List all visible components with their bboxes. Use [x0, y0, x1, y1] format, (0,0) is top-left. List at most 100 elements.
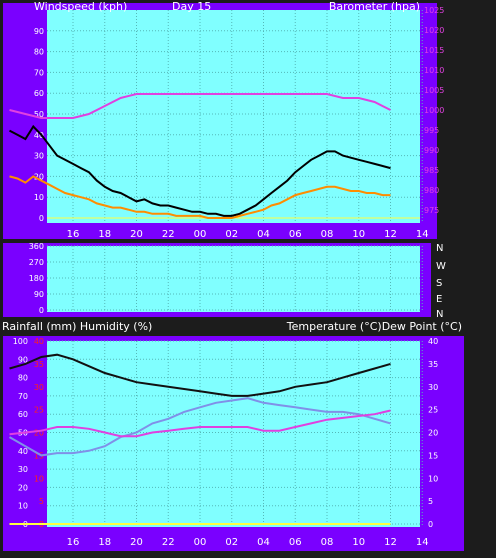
compass-label: E: [436, 294, 442, 305]
wind-speed-tick: 20: [34, 172, 44, 181]
wind-time-tick: 12: [384, 229, 397, 240]
wind-speed-tick: 40: [34, 131, 44, 140]
barometer-axis: 975 980 985 990 995 1000 1005 1010 1015 1020 1025: [424, 6, 444, 215]
wind-gust-series: [9, 124, 391, 217]
rainfall-tick: 40: [34, 337, 44, 346]
wind-plot-area: [47, 10, 420, 223]
windspeed-title: Windspeed (kph): [34, 0, 127, 13]
rainfall-tick: 35: [34, 360, 44, 369]
temp-time-tick: 04: [257, 537, 270, 548]
rainfall-tick: 25: [34, 406, 44, 415]
barometer-tick: 1015: [424, 46, 444, 55]
temperature-tick: 25: [428, 406, 438, 415]
compass-label: W: [436, 261, 446, 272]
temp-time-tick: 12: [384, 537, 397, 548]
temperature-tick: 10: [428, 474, 438, 483]
wind-speed-axis: 0 10 20 30 40 50 60 70 80 90: [34, 27, 44, 223]
temperature-tick: 0: [428, 520, 433, 529]
humidity-tick: 60: [18, 410, 28, 419]
humidity-tick: 80: [18, 374, 28, 383]
wind-speed-tick: 10: [34, 193, 44, 202]
humidity-tick: 20: [18, 483, 28, 492]
compass-label: N: [436, 243, 443, 254]
temp-time-tick: 22: [162, 537, 175, 548]
wind-time-tick: 20: [130, 229, 143, 240]
wind-time-tick: 16: [67, 229, 80, 240]
temp-plot-area: [47, 341, 420, 527]
wind-time-tick: 02: [225, 229, 238, 240]
barometer-tick: 1005: [424, 86, 444, 95]
wind-speed-tick: 70: [34, 68, 44, 77]
temp-time-tick: 02: [225, 537, 238, 548]
barometer-tick: 1020: [424, 26, 444, 35]
direction-degree-tick: 360: [29, 242, 44, 251]
barometer-series: [9, 93, 391, 119]
humidity-tick: 100: [13, 337, 28, 346]
temperature-tick: 30: [428, 383, 438, 392]
temp-time-axis: 16 18 20 22 00 02 04 06 08 10 12 14: [67, 537, 429, 548]
wind-speed-tick: 60: [34, 89, 44, 98]
temp-time-tick: 14: [416, 537, 429, 548]
dew-point-series: [9, 397, 391, 457]
wind-time-tick: 08: [321, 229, 334, 240]
temp-series: [9, 353, 391, 525]
barometer-tick: 995: [424, 126, 439, 135]
wind-speed-tick: 90: [34, 27, 44, 36]
rainfall-tick: 20: [34, 429, 44, 438]
humidity-tick: 10: [18, 502, 28, 511]
barometer-tick: 1000: [424, 106, 444, 115]
temperature-tick: 15: [428, 451, 438, 460]
rainfall-humidity-title: Rainfall (mm) Humidity (%): [2, 320, 152, 333]
wind-average-series: [9, 175, 391, 219]
temp-time-tick: 16: [67, 537, 80, 548]
direction-degree-tick: 270: [29, 258, 44, 267]
day-title: Day 15: [172, 0, 211, 13]
rainfall-tick: 30: [34, 383, 44, 392]
wind-speed-tick: 80: [34, 48, 44, 57]
temperature-dewpoint-title: Temperature (°C)Dew Point (°C): [286, 320, 462, 333]
wind-time-tick: 00: [194, 229, 207, 240]
temp-time-tick: 00: [194, 537, 207, 548]
wind-series: [9, 93, 420, 219]
humidity-series: [9, 409, 391, 438]
temp-time-tick: 20: [130, 537, 143, 548]
direction-grid: [47, 245, 423, 312]
temperature-tick: 40: [428, 337, 438, 346]
humidity-tick: 40: [18, 447, 28, 456]
direction-plot-area: [47, 246, 420, 312]
compass-label: N: [436, 309, 443, 320]
temp-time-tick: 06: [289, 537, 302, 548]
wind-time-axis: 16 18 20 22 00 02 04 06 08 10 12 14: [67, 229, 429, 240]
rainfall-tick: 10: [34, 474, 44, 483]
barometer-tick: 990: [424, 146, 439, 155]
humidity-tick: 30: [18, 465, 28, 474]
temperature-series: [9, 353, 391, 397]
direction-degree-tick: 180: [29, 274, 44, 283]
rainfall-tick: 15: [34, 451, 44, 460]
temperature-tick: 35: [428, 360, 438, 369]
wind-speed-tick: 30: [34, 152, 44, 161]
rainfall-tick: 5: [39, 497, 44, 506]
temperature-tick: 5: [428, 497, 433, 506]
barometer-tick: 980: [424, 186, 439, 195]
wind-speed-tick: 0: [39, 214, 44, 223]
temp-time-tick: 08: [321, 537, 334, 548]
barometer-title: Barometer (hpa): [329, 0, 420, 13]
temperature-tick: 20: [428, 429, 438, 438]
humidity-tick: 70: [18, 392, 28, 401]
temp-time-tick: 10: [352, 537, 365, 548]
barometer-tick: 1025: [424, 6, 444, 15]
wind-time-tick: 04: [257, 229, 270, 240]
direction-degree-axis: 0 90 180 270 360: [29, 242, 44, 315]
humidity-tick: 90: [18, 355, 28, 364]
wind-time-tick: 22: [162, 229, 175, 240]
wind-time-tick: 14: [416, 229, 429, 240]
compass-label: S: [436, 278, 442, 289]
wind-time-tick: 10: [352, 229, 365, 240]
direction-degree-tick: 0: [39, 306, 44, 315]
